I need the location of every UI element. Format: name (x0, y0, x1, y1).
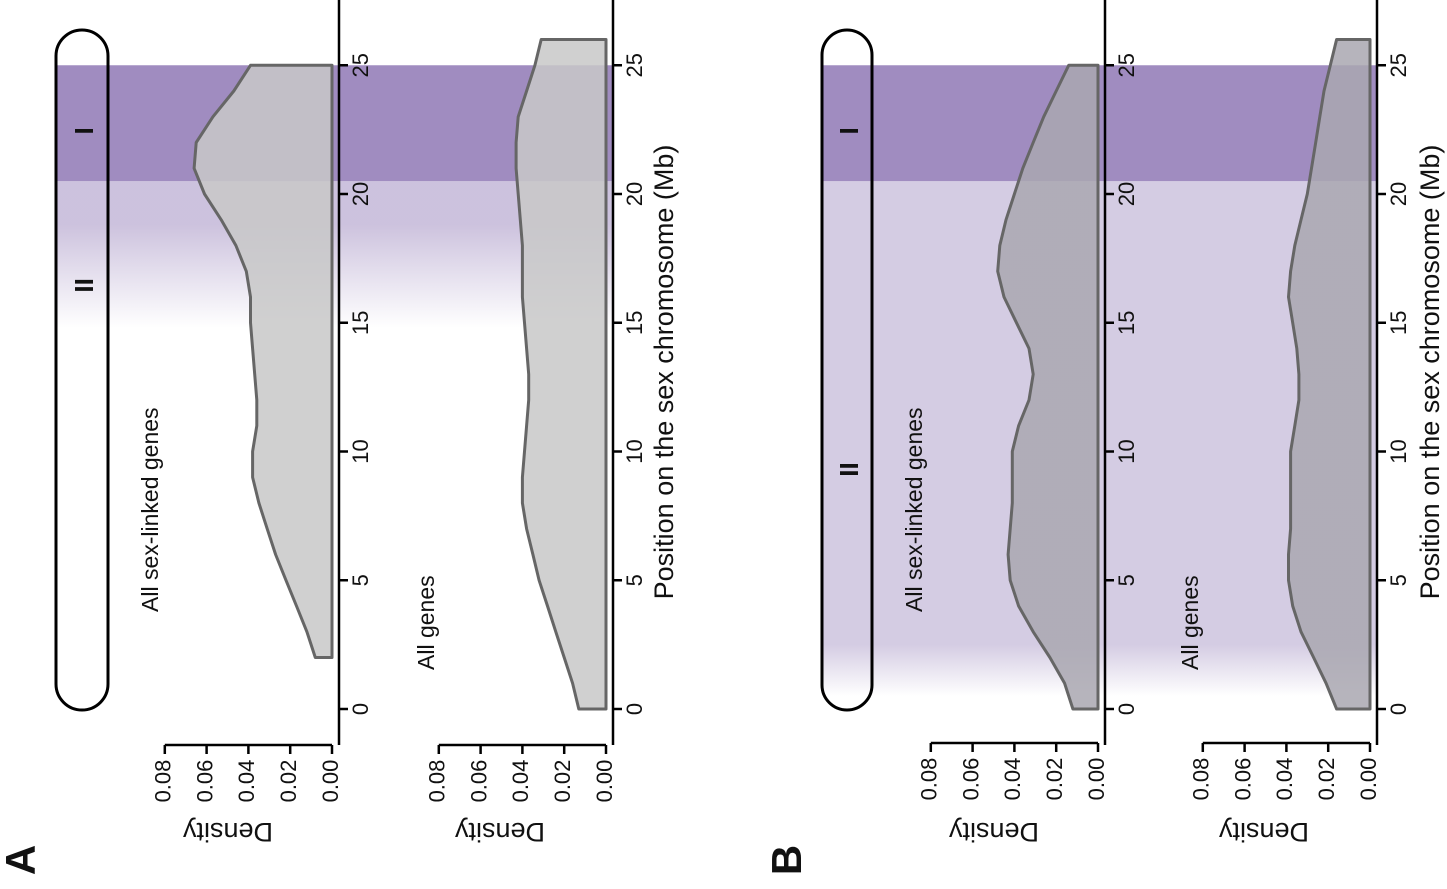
position-axis-label: Position on the sex chromosome (Mb) (1415, 145, 1445, 600)
position-tick-label: 10 (1114, 439, 1139, 463)
position-tick-label: 20 (622, 182, 647, 206)
density-area (514, 38, 608, 711)
density-tick-label: 0.08 (917, 758, 942, 801)
density-tick-label: 0.02 (1314, 758, 1339, 801)
density-tick-label: 0.08 (1189, 758, 1214, 801)
position-tick-label: 5 (1114, 574, 1139, 586)
subplot-label: All sex-linked genes (137, 407, 163, 612)
panel-letter: A (0, 845, 44, 875)
subplot-label: All genes (1177, 575, 1203, 670)
position-tick-label: 5 (1386, 574, 1411, 586)
density-tick-label: 0.06 (1230, 758, 1255, 801)
chromosome-outline (54, 28, 110, 712)
position-tick-label: 0 (1114, 703, 1139, 715)
density-tick-label: 0.06 (192, 760, 217, 803)
position-tick-label: 0 (622, 703, 647, 715)
subplot-label: All genes (413, 575, 439, 670)
position-tick-label: 25 (1114, 53, 1139, 77)
density-axis-label: Density (948, 817, 1039, 847)
density-tick-label: 0.06 (958, 758, 983, 801)
density-area (192, 63, 334, 659)
density-axis-label: Density (182, 817, 273, 847)
panel-letter: B (763, 845, 810, 875)
subplot-label: All sex-linked genes (901, 407, 927, 612)
density-tick-label: 0.04 (234, 760, 259, 803)
chromosome-outline (820, 28, 874, 712)
stratum-label-i: I (834, 127, 864, 134)
position-tick-label: 0 (348, 703, 373, 715)
position-tick-label: 20 (1114, 182, 1139, 206)
density-tick-label: 0.00 (318, 760, 343, 803)
stratum-label-ii: II (69, 278, 99, 292)
position-tick-label: 15 (1114, 311, 1139, 335)
density-tick-label: 0.02 (1042, 758, 1067, 801)
position-tick-label: 5 (622, 574, 647, 586)
density-tick-label: 0.04 (508, 760, 533, 803)
stratum-label-ii: II (834, 462, 864, 476)
density-tick-label: 0.08 (425, 760, 450, 803)
position-tick-label: 20 (348, 182, 373, 206)
stratum-band-i (822, 65, 1378, 182)
position-tick-label: 10 (1386, 439, 1411, 463)
density-axis-label: Density (1218, 817, 1309, 847)
density-tick-label: 0.04 (1000, 758, 1025, 801)
density-axis-label: Density (454, 817, 545, 847)
density-tick-label: 0.02 (550, 760, 575, 803)
position-tick-label: 15 (622, 311, 647, 335)
density-tick-label: 0.02 (276, 760, 301, 803)
position-tick-label: 5 (348, 574, 373, 586)
stratum-band-ii (822, 181, 1378, 697)
density-tick-label: 0.08 (151, 760, 176, 803)
position-tick-label: 15 (348, 311, 373, 335)
density-tick-label: 0.06 (466, 760, 491, 803)
position-axis-label: Position on the sex chromosome (Mb) (649, 145, 679, 600)
position-tick-label: 10 (622, 439, 647, 463)
density-tick-label: 0.00 (1356, 758, 1381, 801)
position-tick-label: 15 (1386, 311, 1411, 335)
position-tick-label: 0 (1386, 703, 1411, 715)
position-tick-label: 25 (622, 53, 647, 77)
density-tick-label: 0.00 (1084, 758, 1109, 801)
position-tick-label: 25 (348, 53, 373, 77)
density-tick-label: 0.04 (1272, 758, 1297, 801)
density-tick-label: 0.00 (592, 760, 617, 803)
position-tick-label: 25 (1386, 53, 1411, 77)
stratum-label-i: I (69, 127, 99, 134)
density-area (1287, 38, 1372, 711)
position-tick-label: 20 (1386, 182, 1411, 206)
density-area (996, 63, 1100, 711)
position-tick-label: 10 (348, 439, 373, 463)
